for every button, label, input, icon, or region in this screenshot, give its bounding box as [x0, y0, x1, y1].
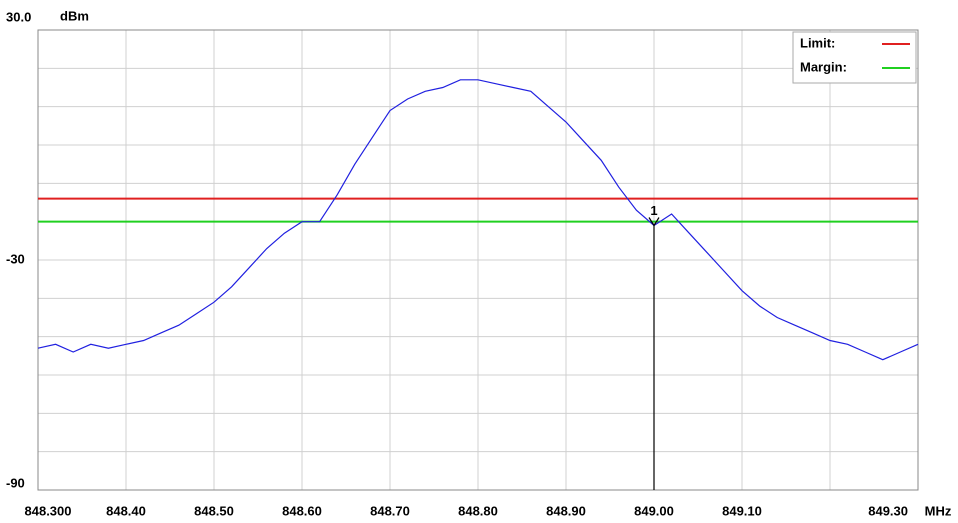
x-tick-label: 848.80	[458, 503, 498, 518]
legend-box	[792, 31, 917, 84]
y-tick-label: 30.0	[6, 9, 31, 24]
x-tick-label: 848.50	[194, 503, 234, 518]
x-tick-label: 848.90	[546, 503, 586, 518]
x-tick-label: 848.40	[106, 503, 146, 518]
x-tick-label: 848.70	[370, 503, 410, 518]
x-tick-label: 848.60	[282, 503, 322, 518]
legend-label: Limit:	[800, 35, 835, 50]
x-tick-label: 849.30	[868, 503, 908, 518]
x-tick-label: 849.10	[722, 503, 762, 518]
plot-frame	[37, 29, 919, 491]
marker-label: 1	[650, 203, 657, 218]
trace	[37, 79, 919, 361]
y-tick-label: -30	[6, 251, 25, 266]
x-tick-label: 849.00	[634, 503, 674, 518]
y-tick-label: -90	[6, 475, 25, 490]
legend-label: Margin:	[800, 59, 847, 74]
y-unit: dBm	[60, 8, 89, 23]
x-tick-label: 848.300	[25, 503, 72, 518]
marker-symbol	[648, 217, 660, 227]
x-unit: MHz	[925, 503, 952, 518]
